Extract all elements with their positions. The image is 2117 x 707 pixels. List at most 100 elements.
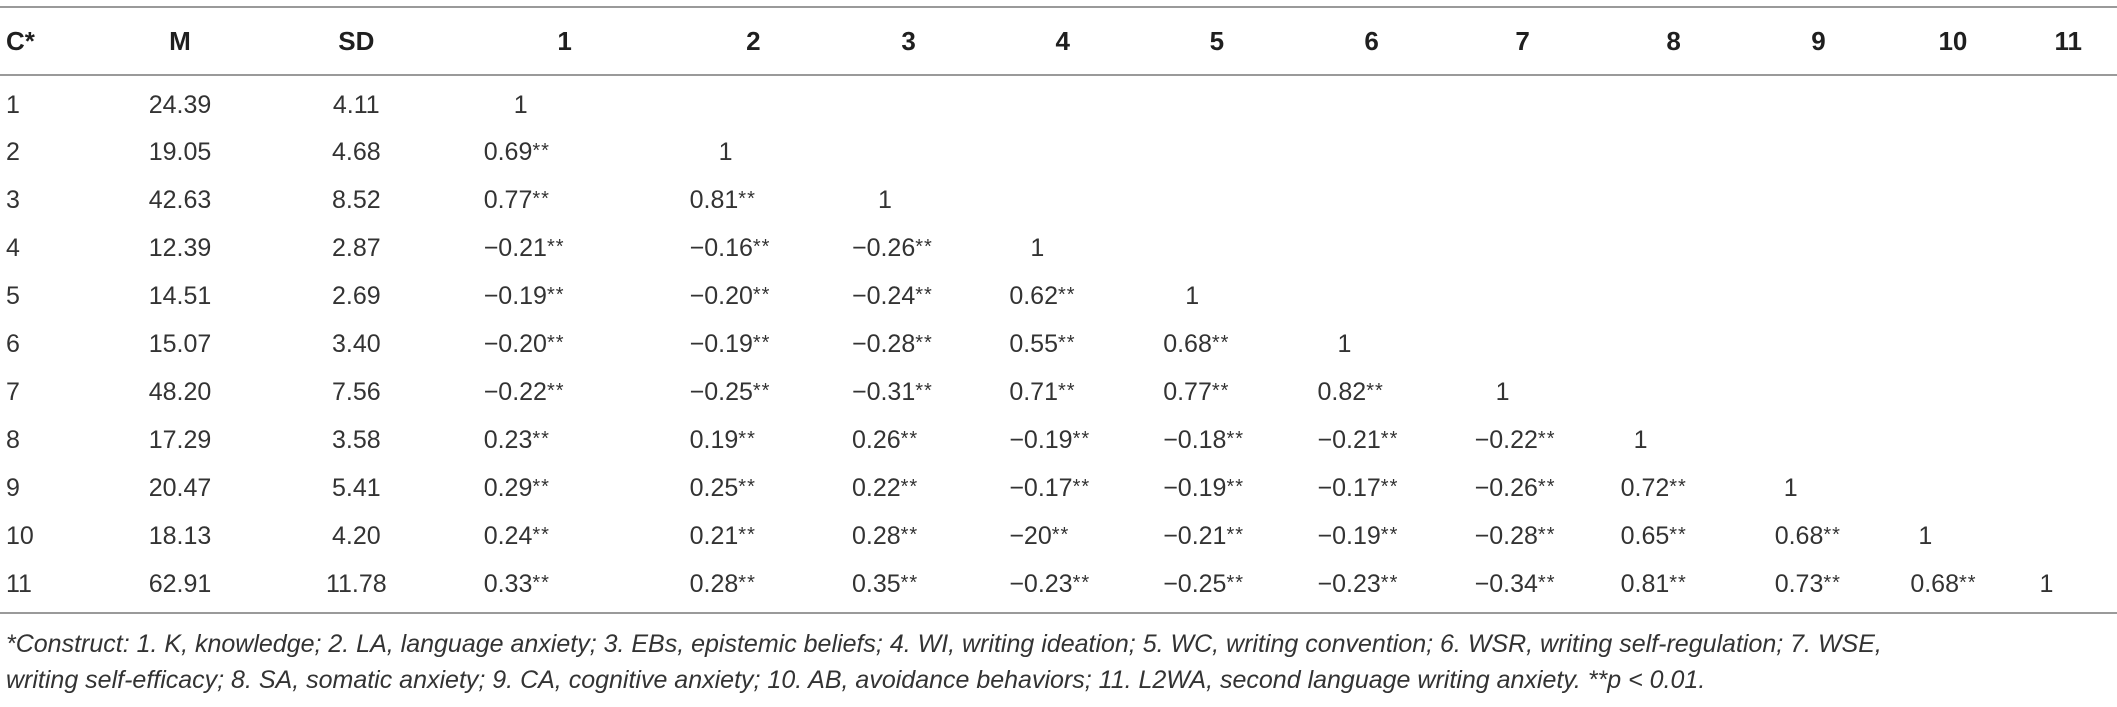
sd-cell: 11.78: [325, 569, 387, 598]
sd-cell: 4.68: [331, 137, 381, 166]
correlation-cell: [1139, 224, 1294, 272]
correlation-cell: 1: [1918, 521, 1933, 550]
correlation-cell: −0.31**: [851, 377, 933, 406]
correlation-cell: −0.26**: [1474, 473, 1556, 502]
correlation-cell: [1449, 320, 1597, 368]
table-row: 8 17.29 3.58 0.23** 0.19** 0.26** −0.19** −0.18…: [0, 416, 2117, 464]
row-label: 3: [6, 185, 20, 214]
table-footnote: *Construct: 1. K, knowledge; 2. LA, lang…: [6, 626, 2106, 698]
table-row: 6 15.07 3.40 −0.20** −0.19** −0.28** 0.55** 0.6…: [0, 320, 2117, 368]
correlation-cell: [1751, 128, 1887, 176]
sd-cell: 8.52: [331, 185, 381, 214]
correlation-cell: −0.19**: [1009, 425, 1091, 454]
correlation-cell: [1139, 176, 1294, 224]
row-label: 10: [6, 521, 34, 550]
correlation-cell: [1751, 74, 1887, 128]
sd-cell: 2.69: [331, 281, 381, 310]
table-row: 10 18.13 4.20 0.24** 0.21** 0.28** −20** −0.21*…: [0, 512, 2117, 560]
column-header: 6: [1364, 25, 1379, 56]
mean-cell: 15.07: [148, 329, 212, 358]
mean-cell: 48.20: [148, 377, 212, 406]
mean-cell: 24.39: [148, 90, 212, 119]
row-label: 2: [6, 137, 20, 166]
mean-cell: 42.63: [148, 185, 212, 214]
correlation-cell: −0.34**: [1474, 569, 1556, 598]
correlation-cell: [1597, 224, 1751, 272]
correlation-cell: [1886, 272, 2019, 320]
correlation-cell: 0.22**: [851, 473, 919, 502]
row-label: 8: [6, 425, 20, 454]
correlation-cell: 1: [2039, 569, 2054, 598]
mean-cell: 17.29: [148, 425, 212, 454]
correlation-cell: 1: [718, 137, 733, 166]
correlation-cell: −0.22**: [483, 377, 565, 406]
correlation-cell: [1597, 320, 1751, 368]
sd-cell: 2.87: [331, 233, 381, 262]
column-header: 10: [1938, 25, 1968, 56]
correlation-cell: [986, 176, 1139, 224]
correlation-cell: 0.72**: [1620, 473, 1687, 502]
correlation-cell: 0.19**: [689, 425, 756, 454]
sd-cell: 3.58: [331, 425, 381, 454]
correlation-cell: [1886, 320, 2019, 368]
mean-cell: 12.39: [148, 233, 212, 262]
correlation-cell: 0.21**: [689, 521, 756, 550]
table-row: 4 12.39 2.87 −0.21** −0.16** −0.26** 1: [0, 224, 2117, 272]
correlation-cell: [1886, 368, 2019, 416]
sd-cell: 5.41: [331, 473, 381, 502]
correlation-cell: [1295, 128, 1449, 176]
correlation-cell: −0.21**: [1163, 521, 1245, 550]
correlation-cell: [1597, 128, 1751, 176]
column-header: 3: [901, 25, 916, 56]
header-row: C* M SD 1 2 3 4 5 6 7 8 9 10 11: [0, 8, 2117, 74]
correlation-cell: [1751, 416, 1887, 464]
correlation-cell: [986, 74, 1139, 128]
correlation-cell: [831, 128, 986, 176]
mean-cell: 18.13: [148, 521, 212, 550]
column-header: 11: [2054, 25, 2082, 56]
correlation-cell: 1: [877, 185, 892, 214]
table-row: 2 19.05 4.68 0.69** 1: [0, 128, 2117, 176]
correlation-cell: 1: [1633, 425, 1648, 454]
correlation-cell: [1139, 128, 1294, 176]
correlation-cell: 0.69**: [483, 137, 550, 166]
correlation-cell: [676, 74, 831, 128]
correlation-cell: −20**: [1009, 521, 1070, 550]
correlation-cell: [831, 74, 986, 128]
correlation-cell: [1886, 74, 2019, 128]
mean-cell: 20.47: [148, 473, 212, 502]
footnote-line-1: *Construct: 1. K, knowledge; 2. LA, lang…: [6, 630, 1882, 658]
correlation-cell: 0.68**: [1774, 521, 1841, 550]
correlation-cell: 0.65**: [1620, 521, 1687, 550]
correlation-cell: [1597, 176, 1751, 224]
header-rule: [0, 74, 2117, 76]
correlation-cell: [1886, 464, 2019, 512]
column-header: SD: [338, 25, 375, 56]
sd-cell: 4.11: [332, 90, 380, 119]
correlation-cell: 1: [1783, 473, 1798, 502]
correlation-cell: 0.28**: [689, 569, 756, 598]
correlation-cell: −0.21**: [483, 233, 565, 262]
sd-cell: 4.20: [331, 521, 381, 550]
correlation-cell: [1139, 74, 1294, 128]
mean-cell: 14.51: [148, 281, 212, 310]
correlation-cell: 0.25**: [689, 473, 756, 502]
correlation-cell: −0.28**: [1474, 521, 1556, 550]
correlation-cell: [1597, 74, 1751, 128]
correlation-cell: 1: [1337, 329, 1352, 358]
sd-cell: 3.40: [331, 329, 381, 358]
correlation-cell: [1295, 74, 1449, 128]
correlation-cell: −0.19**: [483, 281, 565, 310]
correlation-cell: −0.20**: [483, 329, 565, 358]
correlation-cell: 0.77**: [1163, 377, 1230, 406]
correlation-cell: 0.82**: [1317, 377, 1384, 406]
correlation-cell: [2019, 320, 2117, 368]
correlation-cell: [1295, 224, 1449, 272]
correlation-cell: −0.19**: [689, 329, 771, 358]
correlation-cell: −0.16**: [689, 233, 771, 262]
correlation-cell: 0.35**: [851, 569, 919, 598]
correlation-cell: [1751, 176, 1887, 224]
correlation-cell: [2019, 176, 2117, 224]
correlation-cell: −0.26**: [851, 233, 933, 262]
